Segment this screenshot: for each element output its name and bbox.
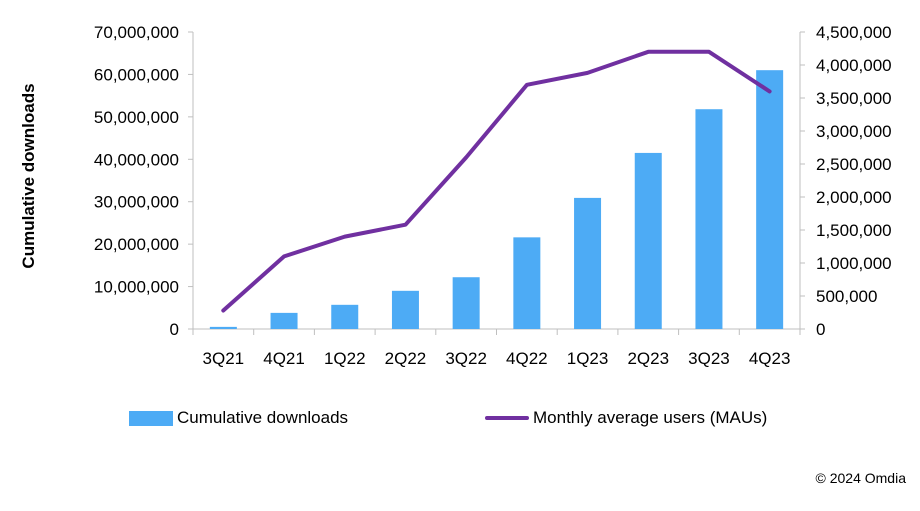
bar (331, 304, 359, 329)
copyright: © 2024 Omdia (815, 470, 906, 486)
x-tick-label: 4Q22 (506, 349, 548, 368)
tick-labels: 0 10,000,000 20,000,000 30,000,000 40,000,00… (94, 23, 892, 368)
y2-tick-label: 3,500,000 (816, 89, 892, 108)
x-tick-label: 3Q23 (688, 349, 730, 368)
mau-line (221, 49, 772, 313)
x-tick-label: 2Q22 (385, 349, 427, 368)
y2-tick-label: 0 (816, 320, 825, 339)
x-tick-label: 3Q22 (445, 349, 487, 368)
bar (270, 312, 298, 329)
legend-swatch-downloads (129, 410, 173, 426)
x-tick-label: 1Q23 (567, 349, 609, 368)
bar (209, 326, 237, 329)
legend-label-mau: Monthly average users (MAUs) (533, 408, 768, 427)
mau-point (283, 255, 285, 257)
y-axis-title: Cumulative downloads (19, 83, 38, 268)
y2-tick-label: 500,000 (816, 287, 877, 306)
legend-item-mau: Monthly average users (MAUs) (485, 404, 767, 432)
y2-tick-label: 1,000,000 (816, 254, 892, 273)
legend-label-downloads: Cumulative downloads (177, 408, 349, 427)
x-tick-label: 1Q22 (324, 349, 366, 368)
y2-tick-label: 4,000,000 (816, 56, 892, 75)
bar-series (209, 70, 784, 329)
y2-tick-label: 4,500,000 (816, 23, 892, 42)
mau-point (647, 51, 649, 53)
mau-point (404, 224, 406, 226)
y-tick-label: 30,000,000 (94, 193, 179, 212)
legend-item-downloads: Cumulative downloads (129, 404, 348, 432)
bar (574, 197, 602, 329)
chart: Cumulative downloads 0 10,000,000 20,000,0… (19, 23, 892, 368)
bar (452, 277, 480, 329)
bar (756, 70, 784, 329)
mau-point (769, 90, 771, 92)
y2-tick-label: 2,500,000 (816, 155, 892, 174)
mau-point (465, 156, 467, 158)
y-tick-label: 50,000,000 (94, 108, 179, 127)
y-tick-label: 60,000,000 (94, 65, 179, 84)
x-tick-label: 4Q21 (263, 349, 305, 368)
y2-tick-label: 3,000,000 (816, 122, 892, 141)
y2-tick-label: 1,500,000 (816, 221, 892, 240)
mau-point (587, 72, 589, 74)
mau-point (344, 236, 346, 238)
y-tick-label: 40,000,000 (94, 150, 179, 169)
y-tick-label: 0 (170, 320, 179, 339)
legend-swatch-mau (485, 416, 529, 420)
x-tick-label: 4Q23 (749, 349, 791, 368)
x-tick-label: 2Q23 (627, 349, 669, 368)
bar (634, 152, 662, 329)
line-series (221, 49, 772, 313)
mau-point (526, 84, 528, 86)
y2-tick-label: 2,000,000 (816, 188, 892, 207)
bar (695, 109, 723, 329)
x-tick-label: 3Q21 (203, 349, 245, 368)
y-tick-label: 20,000,000 (94, 235, 179, 254)
y-tick-label: 10,000,000 (94, 278, 179, 297)
bar (391, 290, 419, 329)
y-tick-label: 70,000,000 (94, 23, 179, 42)
bar (513, 237, 541, 329)
mau-point (222, 310, 224, 312)
mau-point (708, 51, 710, 53)
